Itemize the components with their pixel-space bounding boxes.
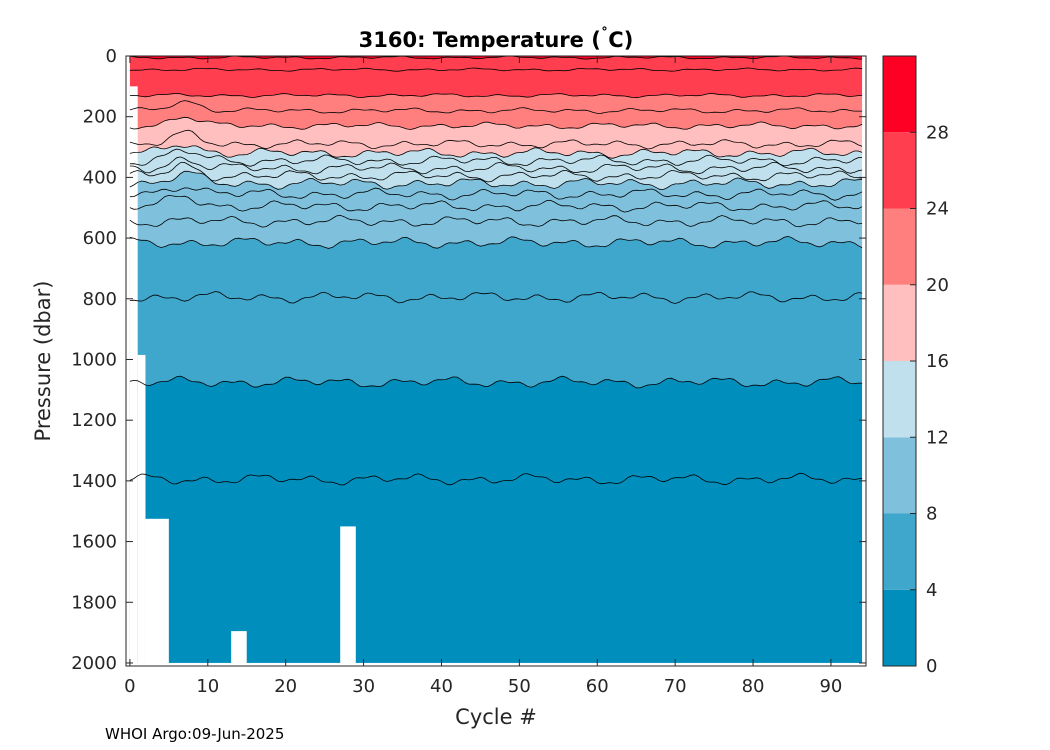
x-tick-label-20: 20 <box>274 676 297 697</box>
temperature-band-24-26 <box>129 67 863 98</box>
colorbar-tick-label-24: 24 <box>926 199 949 220</box>
chart-title: 3160: Temperature (˚C) <box>359 26 634 52</box>
isotherm-12 <box>129 170 863 190</box>
isotherm-6 <box>129 291 863 304</box>
x-tick-label-40: 40 <box>430 676 453 697</box>
colorbar-tick-label-16: 16 <box>926 351 949 372</box>
colorbar-band-12-16 <box>883 361 916 438</box>
no-data-cycles-13-15 <box>231 631 247 666</box>
no-data-cycles-0-1 <box>129 86 138 666</box>
footer-timestamp: WHOI Argo:09-Jun-2025 <box>105 725 285 743</box>
colorbar-band-24-28 <box>883 132 916 209</box>
temperature-bands <box>129 56 863 666</box>
isotherm-24 <box>129 92 863 99</box>
colorbar-tick-label-4: 4 <box>926 580 937 601</box>
isotherm-20 <box>129 116 863 130</box>
no-data-cycles-27-29 <box>340 526 356 666</box>
no-data-left-margin <box>126 56 130 666</box>
colorbar-tick-label-20: 20 <box>926 275 949 296</box>
isotherm-11 <box>129 187 863 201</box>
isotherm-28 <box>129 56 863 60</box>
y-tick-label-600: 600 <box>83 228 117 249</box>
temperature-band-4-6 <box>129 291 863 389</box>
x-tick-label-0: 0 <box>124 676 135 697</box>
x-tick-label-70: 70 <box>664 676 687 697</box>
chart-title-prefix: 3160: Temperature ( <box>359 28 601 52</box>
isotherm-4 <box>129 375 863 389</box>
colorbar-tick-label-0: 0 <box>926 656 937 677</box>
x-tick-label-60: 60 <box>586 676 609 697</box>
colorbar-band-28-32 <box>883 56 916 133</box>
isotherm-22 <box>129 100 863 114</box>
colorbar-tick-label-12: 12 <box>926 427 949 448</box>
isotherm-8 <box>129 235 863 249</box>
isotherm-14 <box>129 156 863 175</box>
y-axis: 0 200 400 600 800 1000 1200 1400 1600 1800 2000 <box>71 46 866 674</box>
colorbar-tick-label-28: 28 <box>926 122 949 143</box>
chart-title-degree: ˚ <box>601 26 609 44</box>
y-tick-label-400: 400 <box>83 167 117 188</box>
y-tick-label-1800: 1800 <box>71 592 117 613</box>
y-tick-label-800: 800 <box>83 289 117 310</box>
chart-title-unit: C) <box>608 28 633 52</box>
y-tick-label-1000: 1000 <box>71 349 117 370</box>
colorbar-band-0-4 <box>883 589 916 666</box>
x-tick-label-80: 80 <box>742 676 765 697</box>
isotherm-13 <box>129 161 863 183</box>
no-data-regions <box>126 56 866 666</box>
x-tick-label-30: 30 <box>352 676 375 697</box>
y-tick-label-200: 200 <box>83 107 117 128</box>
no-data-below-2000 <box>126 662 866 666</box>
x-tick-label-10: 10 <box>196 676 219 697</box>
y-tick-label-1600: 1600 <box>71 532 117 553</box>
isotherm-contours <box>129 56 863 486</box>
no-data-cycles-1-2 <box>137 354 146 666</box>
colorbar-band-4-8 <box>883 513 916 590</box>
x-axis: 0 10 20 30 40 50 60 70 80 90 <box>124 56 842 697</box>
temperature-band-2-4 <box>129 375 863 486</box>
colorbar-band-8-12 <box>883 437 916 514</box>
y-tick-label-2000: 2000 <box>71 653 117 674</box>
isotherm-2 <box>129 472 863 486</box>
plot-frame <box>125 55 867 667</box>
isotherm-26 <box>129 67 863 72</box>
y-tick-label-0: 0 <box>106 46 117 67</box>
no-data-right-margin <box>862 56 866 666</box>
colorbar-band-16-20 <box>883 284 916 361</box>
plot-area <box>126 56 866 666</box>
no-data-cycles-2-5 <box>145 518 169 666</box>
colorbar: 0 4 8 12 16 20 24 28 <box>882 55 949 677</box>
isotherm-18 <box>129 129 863 150</box>
colorbar-tick-label-8: 8 <box>926 504 937 525</box>
y-tick-label-1200: 1200 <box>71 410 117 431</box>
isotherm-10 <box>129 194 863 213</box>
x-tick-label-50: 50 <box>508 676 531 697</box>
x-tick-label-90: 90 <box>819 676 842 697</box>
isotherm-16 <box>129 145 863 159</box>
y-tick-label-1400: 1400 <box>71 471 117 492</box>
x-axis-title: Cycle # <box>455 705 537 729</box>
isotherm-9 <box>129 214 863 228</box>
isotherm-15 <box>129 148 863 167</box>
colorbar-band-20-24 <box>883 208 916 285</box>
y-axis-title: Pressure (dbar) <box>31 281 55 442</box>
